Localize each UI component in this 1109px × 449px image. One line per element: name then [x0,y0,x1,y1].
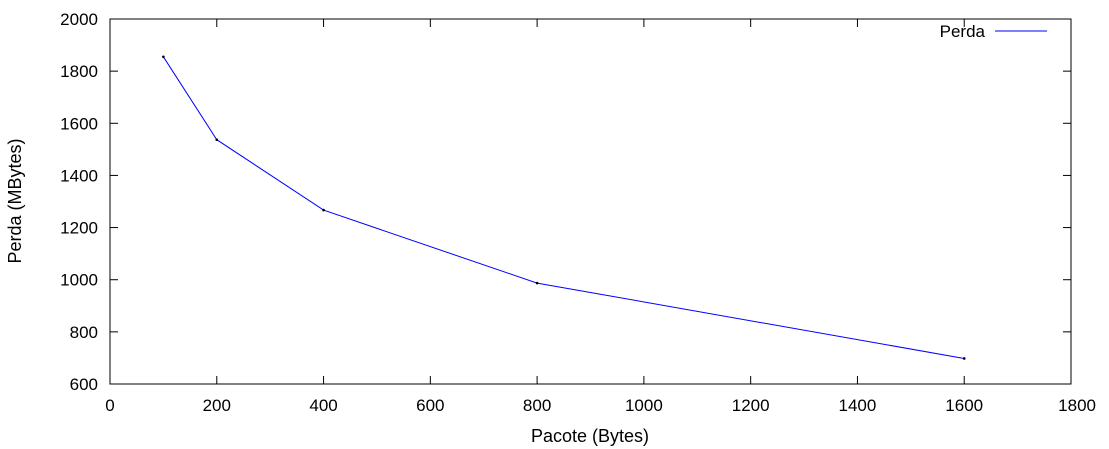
y-tick-label: 1800 [60,62,98,81]
x-tick-label: 1400 [839,396,877,415]
data-point [962,357,966,360]
legend-label-perda: Perda [940,22,986,41]
x-axis-ticks: 0 200 400 600 800 1000 1200 1400 1600 1800 [105,19,1096,415]
series-line-perda [162,56,965,359]
y-tick-label: 1600 [60,114,98,133]
y-tick-label: 600 [70,375,98,394]
y-tick-label: 1000 [60,271,98,290]
data-point [322,208,325,212]
x-tick-label: 1200 [732,396,770,415]
data-point [535,281,539,285]
x-tick-label: 400 [309,396,337,415]
x-tick-label: 800 [523,396,551,415]
y-tick-label: 1400 [60,166,98,185]
y-tick-label: 800 [70,323,98,342]
series-layer [162,55,966,360]
y-tick-label: 2000 [60,10,98,29]
x-tick-label: 1600 [945,396,983,415]
x-tick-label: 0 [105,396,114,415]
plot-frame [109,18,1072,385]
data-point [215,138,219,142]
x-axis-title: Pacote (Bytes) [531,426,649,446]
y-axis-title: Perda (MBytes) [5,138,25,263]
data-point [162,55,165,59]
x-tick-label: 200 [203,396,231,415]
x-tick-label: 1000 [625,396,663,415]
y-axis-ticks: 600 800 1000 1200 1400 1600 1800 2000 [60,10,1071,394]
x-tick-label: 1800 [1058,396,1096,415]
x-tick-label: 600 [416,396,444,415]
y-tick-label: 1200 [60,219,98,238]
legend: Perda [940,22,1047,41]
